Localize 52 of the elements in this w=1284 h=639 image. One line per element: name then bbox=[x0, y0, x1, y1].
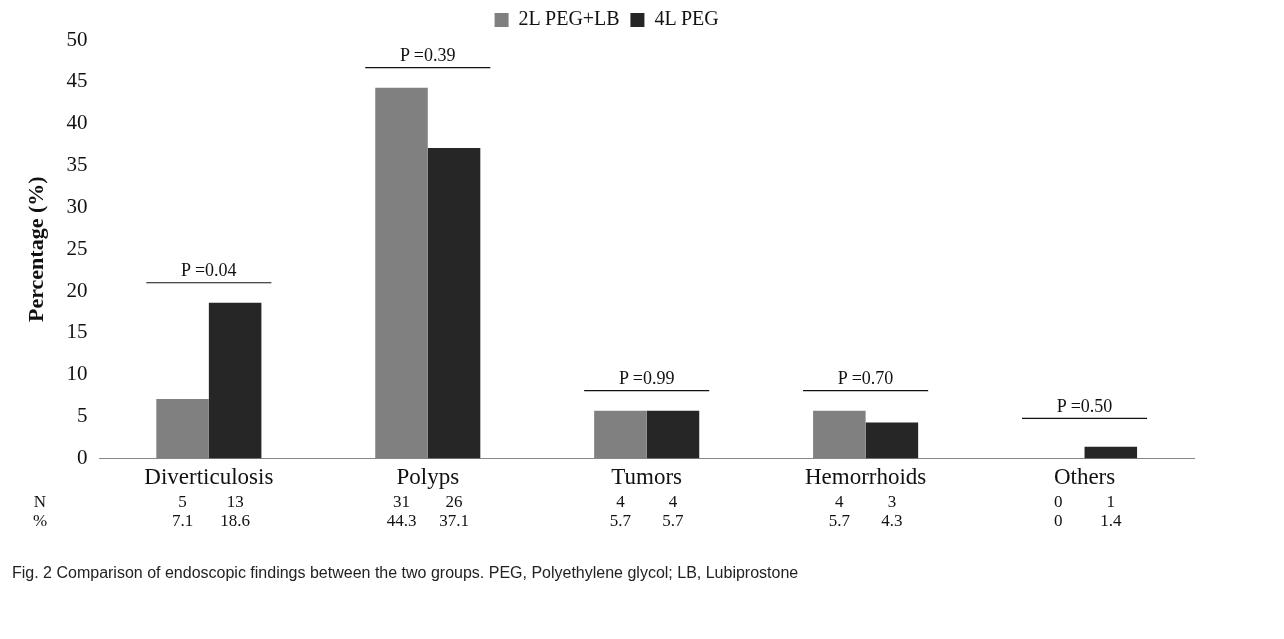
y-tick-label: 45 bbox=[66, 68, 88, 93]
text: 31 bbox=[393, 491, 411, 511]
y-tick-label: 10 bbox=[66, 361, 88, 386]
text: 13 bbox=[226, 491, 244, 511]
x-tick-label: Tumors bbox=[611, 464, 683, 490]
legend-label: 4L PEG bbox=[654, 7, 719, 30]
y-tick-label: 35 bbox=[66, 152, 88, 177]
y-tick-label: 30 bbox=[66, 193, 88, 218]
y-tick-label: 20 bbox=[66, 277, 88, 302]
y-tick-label: 25 bbox=[66, 235, 88, 260]
text: 5 bbox=[178, 491, 187, 511]
y-tick-label: 50 bbox=[66, 26, 88, 51]
bar bbox=[865, 422, 919, 459]
text: 0 bbox=[1054, 491, 1063, 511]
x-tick-label: Diverticulosis bbox=[144, 464, 274, 490]
data-label: 44.3 bbox=[386, 510, 417, 530]
bar bbox=[646, 410, 700, 459]
bar bbox=[208, 302, 262, 459]
data-label: 5.7 bbox=[609, 510, 632, 530]
legend-label: 2L PEG+LB bbox=[518, 7, 620, 30]
x-tick-label: Hemorrhoids bbox=[804, 464, 927, 490]
bar bbox=[427, 147, 481, 459]
caption: Fig. 2 Comparison of endoscopic findings between the two groups. PEG, Polyethylene glycol; LB, Lubiprostone bbox=[12, 564, 799, 582]
x-tick-label: Others bbox=[1053, 464, 1116, 490]
data-label: 37.1 bbox=[439, 510, 469, 530]
text: 26 bbox=[445, 491, 463, 511]
annotation: P =0.39 bbox=[400, 45, 456, 66]
y-tick-label: 40 bbox=[66, 110, 88, 135]
text: 3 bbox=[887, 491, 897, 511]
y-tick-label: 5 bbox=[76, 403, 88, 428]
data-label: 1.4 bbox=[1100, 510, 1122, 530]
y-tick-label: 15 bbox=[66, 319, 88, 344]
data-label: 5.7 bbox=[828, 510, 851, 530]
text: 4 bbox=[668, 491, 678, 511]
annotation: P =0.70 bbox=[837, 368, 894, 389]
x-tick-label: Polyps bbox=[396, 464, 460, 490]
data-label: 5.7 bbox=[662, 510, 685, 530]
text: 1 bbox=[1106, 491, 1116, 511]
text: % bbox=[32, 510, 48, 530]
data-label: 18.6 bbox=[220, 510, 251, 530]
text: 4 bbox=[616, 491, 626, 511]
data-label: 0 bbox=[1054, 510, 1063, 530]
bar bbox=[1084, 446, 1138, 459]
annotation: P =0.50 bbox=[1056, 396, 1113, 417]
y-axis-title: Percentage (%) bbox=[22, 176, 48, 322]
text: N bbox=[33, 491, 47, 511]
text: 4 bbox=[835, 491, 845, 511]
data-label: 4.3 bbox=[881, 510, 903, 530]
annotation: P =0.99 bbox=[618, 368, 675, 389]
data-label: 7.1 bbox=[171, 510, 194, 530]
y-tick-label: 0 bbox=[76, 444, 88, 469]
annotation: P =0.04 bbox=[181, 260, 237, 281]
